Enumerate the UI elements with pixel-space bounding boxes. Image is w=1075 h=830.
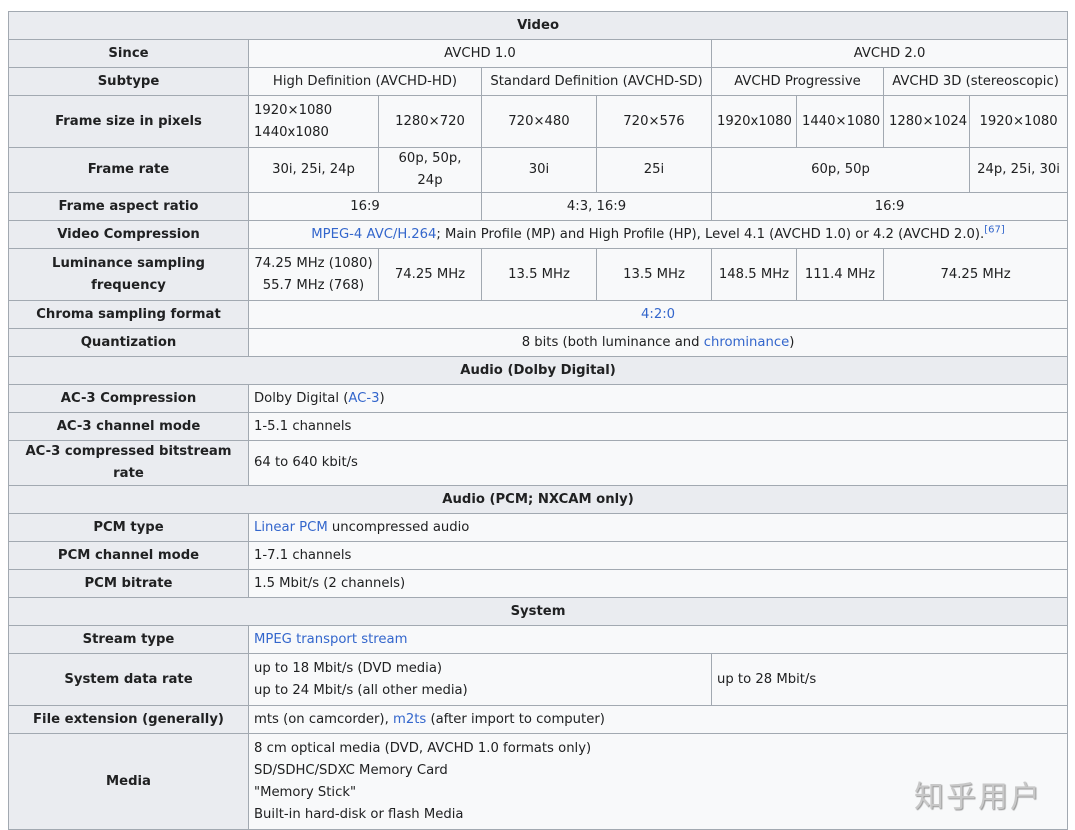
row-label: Frame rate xyxy=(8,147,249,193)
cell: MPEG transport stream xyxy=(247,625,1069,654)
cell: 64 to 640 kbit/s xyxy=(247,440,1069,486)
cell: Linear PCM uncompressed audio xyxy=(247,513,1069,542)
text: uncompressed audio xyxy=(327,519,470,535)
cell: High Definition (AVCHD-HD) xyxy=(248,67,482,96)
cell: 1920×1080 xyxy=(968,95,1069,148)
cell: 16:9 xyxy=(248,192,482,221)
text: ; Main Profile (MP) and High Profile (HP… xyxy=(436,226,985,242)
reference-link[interactable]: [67] xyxy=(984,224,1005,236)
section-video: Video xyxy=(7,11,1069,40)
avchd-spec-table: Video Since AVCHD 1.0 AVCHD 2.0 Subtype … xyxy=(7,11,1069,830)
cell: mts (on camcorder), m2ts (after import t… xyxy=(247,705,1069,734)
link-mpeg-ts[interactable]: MPEG transport stream xyxy=(254,631,408,647)
cell: Standard Definition (AVCHD-SD) xyxy=(481,67,712,96)
line: up to 24 Mbit/s (all other media) xyxy=(254,682,468,698)
row-label: Frame size in pixels xyxy=(8,95,249,148)
cell: 720×480 xyxy=(481,95,597,148)
cell: 148.5 MHz xyxy=(711,248,797,301)
line: 74.25 MHz (1080) xyxy=(254,255,373,271)
row-label: PCM bitrate xyxy=(8,569,249,598)
cell: 30i, 25i, 24p xyxy=(248,147,379,193)
row-label: Media xyxy=(8,733,249,830)
text: Dolby Digital ( xyxy=(254,390,349,406)
row-label: AC-3 Compression xyxy=(8,384,249,413)
line: SD/SDHC/SDXC Memory Card xyxy=(254,762,448,778)
text: ) xyxy=(379,390,385,406)
link-ac3[interactable]: AC-3 xyxy=(348,390,380,406)
line: 1920×1080 xyxy=(254,102,333,118)
cell: up to 18 Mbit/s (DVD media) up to 24 Mbit… xyxy=(248,653,712,706)
cell: 111.4 MHz xyxy=(796,248,884,301)
row-label: Subtype xyxy=(8,67,249,96)
line: up to 18 Mbit/s (DVD media) xyxy=(254,660,443,676)
cell: 24p, 25i, 30i xyxy=(968,147,1069,193)
cell: 60p, 50p, 24p xyxy=(378,147,482,193)
cell: Dolby Digital (AC-3) xyxy=(247,384,1069,413)
watermark: 知乎用户 xyxy=(914,780,1042,815)
line: 55.7 MHz (768) xyxy=(262,277,365,293)
cell: 1-7.1 channels xyxy=(247,541,1069,570)
cell: 1280×1024 xyxy=(883,95,970,148)
cell: 74.25 MHz (1080) 55.7 MHz (768) xyxy=(248,248,379,301)
cell: 25i xyxy=(596,147,712,193)
cell: AVCHD Progressive xyxy=(711,67,884,96)
cell: 4:3, 16:9 xyxy=(481,192,712,221)
cell: AVCHD 2.0 xyxy=(710,39,1069,68)
row-label: Since xyxy=(8,39,249,68)
line: "Memory Stick" xyxy=(254,784,357,800)
row-label: AC-3 channel mode xyxy=(8,412,249,441)
cell: up to 28 Mbit/s xyxy=(710,653,1069,706)
cell: 1280×720 xyxy=(378,95,482,148)
text: mts (on camcorder), xyxy=(254,711,393,727)
cell: 720×576 xyxy=(596,95,712,148)
cell: 74.25 MHz xyxy=(378,248,482,301)
link-linear-pcm[interactable]: Linear PCM xyxy=(254,519,328,535)
section-system: System xyxy=(7,597,1069,626)
cell: 1-5.1 channels xyxy=(247,412,1069,441)
row-label: Luminance sampling frequency xyxy=(8,248,249,301)
row-label: Video Compression xyxy=(8,220,249,249)
cell: 13.5 MHz xyxy=(596,248,712,301)
cell: 8 bits (both luminance and chrominance) xyxy=(247,328,1069,357)
cell: 30i xyxy=(481,147,597,193)
row-label: PCM channel mode xyxy=(8,541,249,570)
text: ) xyxy=(789,334,795,350)
section-audio-pcm: Audio (PCM; NXCAM only) xyxy=(7,485,1069,514)
cell: 13.5 MHz xyxy=(481,248,597,301)
cell: 60p, 50p xyxy=(711,147,970,193)
row-label: Quantization xyxy=(8,328,249,357)
cell: AVCHD 1.0 xyxy=(248,39,712,68)
cell: 1920x1080 xyxy=(711,95,797,148)
link-m2ts[interactable]: m2ts xyxy=(392,711,427,727)
cell: 1920×1080 1440x1080 xyxy=(248,95,379,148)
cell: 1440×1080 xyxy=(796,95,884,148)
row-label: File extension (generally) xyxy=(8,705,249,734)
line: Built-in hard-disk or flash Media xyxy=(254,806,464,822)
row-label: Stream type xyxy=(8,625,249,654)
link-chrominance[interactable]: chrominance xyxy=(703,334,790,350)
line: 8 cm optical media (DVD, AVCHD 1.0 forma… xyxy=(254,740,592,756)
line: 1440x1080 xyxy=(254,124,329,140)
cell: MPEG-4 AVC/H.264; Main Profile (MP) and … xyxy=(247,220,1069,249)
section-audio-dolby: Audio (Dolby Digital) xyxy=(7,356,1069,385)
row-label: Frame aspect ratio xyxy=(8,192,249,221)
text: 8 bits (both luminance and xyxy=(521,334,704,350)
cell: 16:9 xyxy=(710,192,1069,221)
cell: 4:2:0 xyxy=(247,300,1069,329)
row-label: System data rate xyxy=(8,653,249,706)
link-420[interactable]: 4:2:0 xyxy=(641,306,676,322)
cell: 74.25 MHz xyxy=(882,248,1069,301)
row-label: PCM type xyxy=(8,513,249,542)
row-label: Chroma sampling format xyxy=(8,300,249,329)
cell: AVCHD 3D (stereoscopic) xyxy=(882,67,1069,96)
cell: 8 cm optical media (DVD, AVCHD 1.0 forma… xyxy=(247,733,1069,830)
cell: 1.5 Mbit/s (2 channels) xyxy=(247,569,1069,598)
link-mpeg4-avc[interactable]: MPEG-4 AVC/H.264 xyxy=(311,226,437,242)
text: (after import to computer) xyxy=(426,711,605,727)
row-label: AC-3 compressed bitstream rate xyxy=(8,440,249,486)
